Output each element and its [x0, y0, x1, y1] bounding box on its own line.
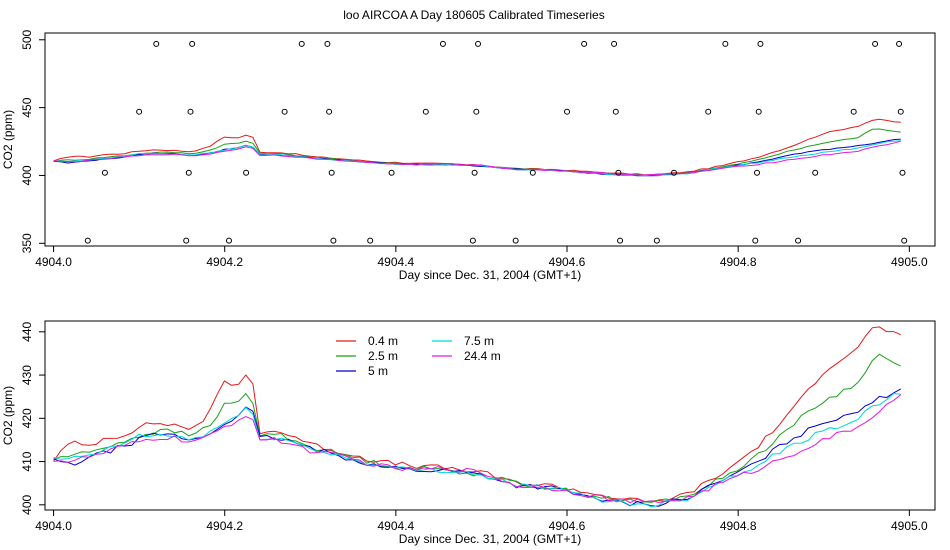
bottom-series-line-24-4-m	[53, 394, 902, 504]
top-series-line-5-m	[53, 138, 901, 177]
calibration-point	[897, 108, 904, 115]
calibration-point	[298, 40, 305, 47]
calibration-point	[367, 237, 374, 244]
calibration-point	[812, 169, 819, 176]
calibration-point	[564, 108, 571, 115]
top-x-tick-label: 4904.2	[206, 255, 243, 269]
calibration-point	[899, 169, 906, 176]
calibration-point	[529, 169, 536, 176]
top-plot-frame	[44, 32, 936, 247]
bottom-plot-frame	[44, 320, 936, 511]
top-x-tick-label: 4904.4	[378, 255, 415, 269]
bottom-x-tick-label: 4904.2	[206, 519, 243, 533]
calibration-point	[581, 40, 588, 47]
calibration-point	[388, 169, 395, 176]
calibration-point	[189, 40, 196, 47]
bottom-y-tick-label: 400	[20, 494, 34, 514]
bottom-x-tick-label: 4904.6	[549, 519, 586, 533]
calibration-point	[225, 237, 232, 244]
calibration-point	[795, 237, 802, 244]
top-y-tick-label: 450	[20, 97, 34, 117]
top-chart-panel: 4904.0 4904.2 4904.4 4904.6 4904.8 4905.0 350 4…	[1, 29, 936, 282]
calibration-point	[722, 40, 729, 47]
calibration-point	[850, 108, 857, 115]
bottom-y-tick-label: 410	[20, 451, 34, 471]
top-x-axis-title: Day since Dec. 31, 2004 (GMT+1)	[399, 268, 581, 282]
bottom-y-axis-title: CO2 (ppm)	[1, 386, 15, 445]
calibration-point	[901, 237, 908, 244]
calibration-point	[872, 40, 879, 47]
bottom-chart-panel: 4904.0 4904.2 4904.4 4904.6 4904.8 4905.0 400 4…	[1, 320, 936, 546]
calibration-point	[328, 169, 335, 176]
calibration-point	[653, 237, 660, 244]
top-series-line-24-4-m	[53, 140, 901, 176]
legend-label: 7.5 m	[464, 334, 494, 348]
calibration-point	[439, 40, 446, 47]
calibration-point	[612, 108, 619, 115]
top-y-tick-label: 400	[20, 165, 34, 185]
top-x-tick-label: 4904.6	[549, 255, 586, 269]
calibration-point	[185, 169, 192, 176]
calibration-point	[754, 169, 760, 176]
calibration-point	[615, 169, 622, 176]
bottom-series-line-2-5-m	[53, 353, 902, 503]
calibration-point	[611, 40, 618, 47]
bottom-y-tick-label: 430	[20, 365, 34, 385]
top-y-tick-label: 500	[20, 29, 34, 49]
figure-title: loo AIRCOA A Day 180605 Calibrated Times…	[343, 8, 604, 22]
calibration-point	[469, 237, 476, 244]
calibration-point	[752, 237, 759, 244]
calibration-point	[512, 237, 519, 244]
top-y-tick-label: 350	[20, 233, 34, 253]
top-y-axis-title: CO2 (ppm)	[1, 110, 15, 169]
legend-label: 5 m	[368, 364, 388, 378]
bottom-y-tick-label: 440	[20, 321, 34, 341]
top-x-tick-label: 4905.0	[891, 255, 928, 269]
bottom-series-line-7-5-m	[53, 392, 901, 508]
calibration-point	[324, 40, 331, 47]
legend-label: 0.4 m	[368, 334, 398, 348]
calibration-point	[187, 108, 194, 115]
bottom-x-axis-title: Day since Dec. 31, 2004 (GMT+1)	[399, 532, 581, 546]
calibration-point	[183, 237, 190, 244]
calibration-point	[705, 108, 712, 115]
calibration-point	[101, 169, 108, 176]
calibration-point	[243, 169, 250, 176]
calibration-point	[473, 108, 480, 115]
legend: 0.4 m2.5 m5 m 7.5 m24.4 m	[336, 334, 501, 378]
calibration-point	[755, 108, 762, 115]
calibration-point	[471, 169, 478, 176]
calibration-point	[475, 40, 482, 47]
legend-label: 2.5 m	[368, 349, 398, 363]
bottom-x-tick-label: 4905.0	[891, 519, 928, 533]
calibration-point	[326, 108, 333, 115]
legend-label: 24.4 m	[464, 349, 501, 363]
top-x-tick-label: 4904.8	[720, 255, 757, 269]
calibration-point	[84, 237, 91, 244]
calibration-point	[896, 40, 903, 47]
calibration-point	[136, 108, 143, 115]
bottom-series-group	[53, 326, 902, 508]
calibration-point	[330, 237, 337, 244]
top-series-group	[53, 118, 901, 177]
bottom-series-line-5-m	[53, 388, 902, 507]
calibration-point	[153, 40, 160, 47]
calibration-point	[670, 169, 677, 176]
calibration-point	[617, 237, 624, 244]
top-series-line-7-5-m	[53, 140, 901, 177]
bottom-x-tick-label: 4904.0	[35, 519, 72, 533]
bottom-x-tick-label: 4904.4	[378, 519, 415, 533]
calibration-point	[281, 108, 288, 115]
calibration-point	[422, 108, 429, 115]
calibration-point	[757, 40, 764, 47]
bottom-x-tick-label: 4904.8	[720, 519, 757, 533]
top-x-tick-label: 4904.0	[35, 255, 72, 269]
bottom-y-tick-label: 420	[20, 408, 34, 428]
